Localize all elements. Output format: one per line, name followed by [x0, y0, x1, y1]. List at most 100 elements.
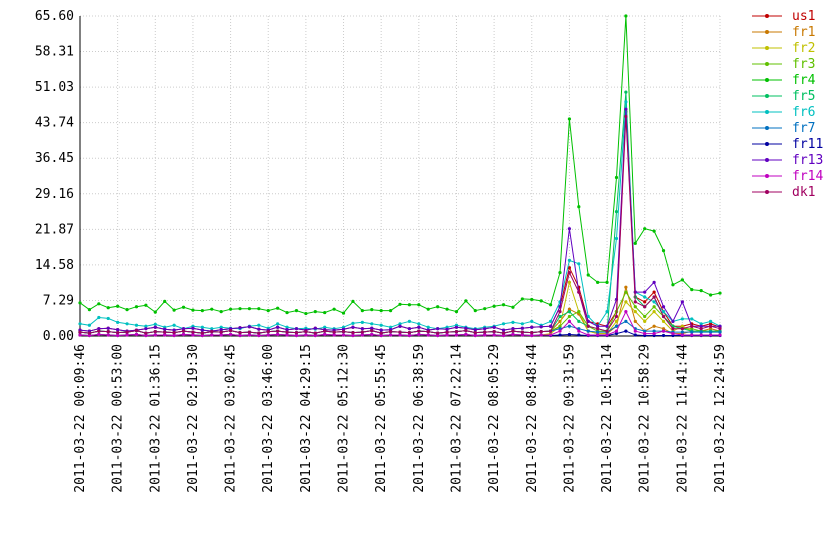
point	[436, 305, 440, 309]
point	[238, 333, 242, 338]
point	[643, 329, 647, 333]
legend-label: fr7	[792, 121, 815, 136]
point	[530, 325, 534, 329]
point	[464, 326, 468, 330]
point	[191, 330, 195, 334]
y-tick-label: 65.60	[35, 9, 74, 24]
legend-dot	[765, 78, 769, 82]
point	[228, 329, 233, 333]
point	[652, 310, 656, 314]
point	[172, 330, 176, 335]
x-tick-label: 2011-03-22 08:48:44	[525, 344, 540, 493]
point	[210, 333, 214, 337]
point	[257, 331, 261, 335]
x-tick-label: 2011-03-22 02:19:30	[186, 344, 201, 493]
point	[144, 303, 148, 307]
point	[492, 304, 496, 308]
point	[144, 324, 148, 328]
point	[501, 333, 506, 338]
point	[134, 329, 139, 333]
point	[558, 324, 562, 328]
point	[492, 330, 496, 334]
point	[511, 320, 515, 324]
legend-label: fr4	[792, 73, 816, 88]
point	[690, 330, 694, 334]
point	[351, 333, 355, 338]
point	[699, 330, 703, 334]
point	[398, 333, 402, 337]
point	[643, 300, 647, 304]
point	[294, 309, 299, 313]
point	[97, 315, 101, 320]
point	[407, 333, 412, 338]
point	[605, 280, 609, 284]
point	[97, 327, 101, 331]
point	[181, 332, 186, 337]
point	[87, 331, 92, 335]
point	[163, 330, 167, 334]
point	[652, 295, 656, 299]
point	[643, 319, 647, 323]
point	[501, 303, 506, 307]
point	[276, 325, 280, 329]
point	[633, 333, 637, 337]
point	[652, 229, 656, 233]
point	[614, 319, 619, 323]
point	[426, 333, 430, 337]
point	[586, 314, 590, 319]
point	[238, 307, 242, 311]
y-tick-label: 51.03	[35, 80, 74, 95]
point	[501, 322, 506, 326]
point	[360, 327, 364, 331]
x-tick-label: 2011-03-22 09:31:59	[562, 344, 577, 493]
point	[586, 273, 590, 277]
point	[106, 330, 110, 334]
point	[210, 330, 214, 334]
y-tick-label: 58.31	[35, 45, 74, 60]
legend-label: fr11	[792, 137, 823, 152]
point	[708, 322, 713, 326]
point	[548, 333, 553, 337]
point	[690, 288, 694, 292]
point	[276, 306, 280, 310]
point	[87, 308, 92, 312]
point	[87, 323, 92, 327]
point	[97, 332, 101, 337]
point	[417, 332, 421, 337]
point	[539, 325, 543, 329]
point	[436, 333, 440, 338]
point	[511, 305, 515, 309]
legend-dot	[765, 174, 769, 178]
point	[153, 310, 157, 314]
point	[285, 330, 289, 334]
series-line	[79, 109, 720, 332]
point	[426, 325, 430, 329]
point	[539, 299, 543, 303]
point	[181, 329, 186, 333]
point	[445, 333, 449, 337]
point	[577, 290, 581, 294]
point	[388, 333, 393, 337]
point	[558, 329, 562, 333]
point	[567, 310, 572, 314]
point	[501, 328, 506, 332]
point	[97, 329, 101, 333]
point	[276, 329, 280, 333]
point	[708, 319, 713, 323]
point	[144, 327, 148, 331]
point	[144, 333, 148, 338]
point	[116, 320, 120, 324]
point	[285, 328, 289, 332]
point	[116, 330, 120, 335]
point	[567, 314, 572, 319]
legend-label: fr1	[792, 25, 815, 40]
point	[341, 311, 346, 315]
point	[134, 305, 139, 309]
point	[596, 324, 600, 328]
point	[78, 333, 82, 337]
x-tick-label: 2011-03-22 06:38:59	[412, 344, 427, 493]
point	[605, 329, 609, 333]
point	[219, 325, 223, 329]
legend-dot	[765, 30, 769, 34]
point	[285, 325, 289, 329]
